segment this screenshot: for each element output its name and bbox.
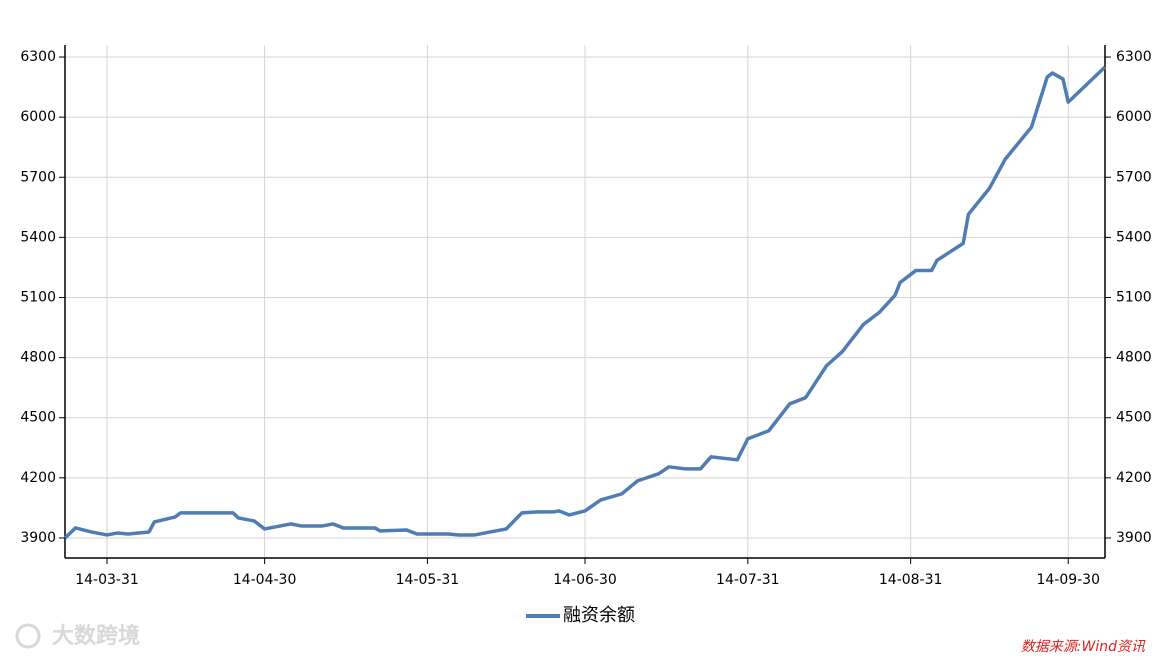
x-tick-label: 14-05-31 xyxy=(396,572,460,588)
y-tick-label: 6000 xyxy=(20,109,56,125)
watermark-logo xyxy=(15,623,41,649)
x-tick-label: 14-09-30 xyxy=(1036,572,1100,588)
y-tick-label: 4800 xyxy=(20,350,56,366)
y2-tick-label: 5700 xyxy=(1116,169,1152,185)
x-tick-label: 14-08-31 xyxy=(879,572,943,588)
legend-label: 融资余额 xyxy=(563,605,635,626)
y-tick-label: 6300 xyxy=(20,49,56,65)
x-tick-label: 14-06-30 xyxy=(553,572,617,588)
x-tick-label: 14-04-30 xyxy=(233,572,297,588)
y2-tick-label: 4500 xyxy=(1116,410,1152,426)
y-tick-label: 5100 xyxy=(20,289,56,305)
y2-tick-label: 4200 xyxy=(1116,470,1152,486)
y2-tick-label: 6000 xyxy=(1116,109,1152,125)
x-tick-label: 14-03-31 xyxy=(75,572,139,588)
x-tick-label: 14-07-31 xyxy=(716,572,780,588)
y2-tick-label: 3900 xyxy=(1116,530,1152,546)
source-note: 数据来源:Wind资讯 xyxy=(1021,639,1146,655)
y2-tick-label: 5400 xyxy=(1116,229,1152,245)
y-tick-label: 4200 xyxy=(20,470,56,486)
y2-tick-label: 4800 xyxy=(1116,350,1152,366)
y2-tick-label: 5100 xyxy=(1116,289,1152,305)
y-tick-label: 4500 xyxy=(20,410,56,426)
line-series xyxy=(63,65,1107,540)
watermark: 大数跨境 xyxy=(52,623,140,649)
y-tick-label: 5400 xyxy=(20,229,56,245)
y-tick-label: 3900 xyxy=(20,530,56,546)
y-tick-label: 5700 xyxy=(20,169,56,185)
y2-tick-label: 6300 xyxy=(1116,49,1152,65)
